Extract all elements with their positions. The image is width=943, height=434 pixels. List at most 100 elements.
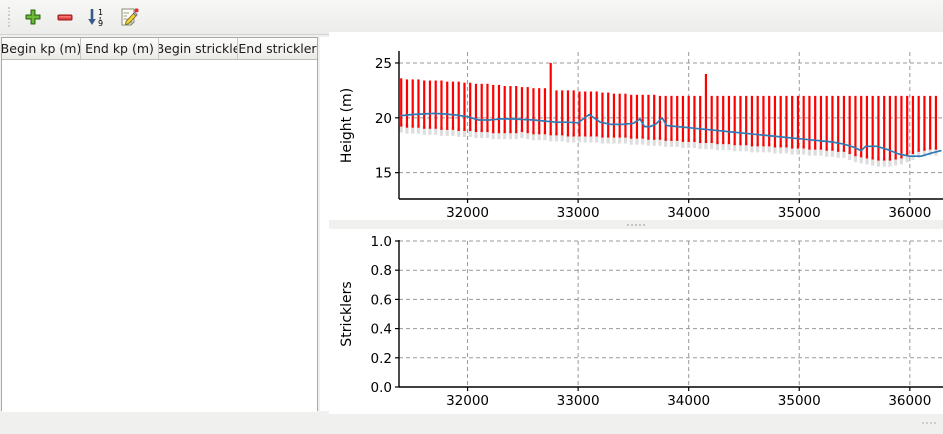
cross-section-bar	[641, 94, 644, 139]
cross-section-bar	[877, 95, 880, 161]
height-chart: 15 20 25 32000 33000 34000 35000 36000 Height (m…	[339, 51, 943, 220]
x-axis-tick-label: 32000	[446, 205, 489, 220]
cross-section-bar	[934, 95, 938, 150]
bar-shadow	[434, 125, 438, 135]
cross-section-bar	[802, 95, 805, 149]
bar-shadow	[623, 134, 628, 144]
column-header-end-kp[interactable]: End kp (m)	[81, 38, 159, 59]
cross-section-bar	[549, 62, 552, 136]
bar-shadow	[715, 141, 720, 151]
bar-shadow	[796, 145, 800, 155]
cross-section-bar	[716, 95, 719, 145]
table-body-empty[interactable]	[2, 60, 317, 412]
sort-descending-button[interactable]: 1 9	[81, 1, 113, 33]
cross-section-bar	[768, 95, 771, 147]
x-axis-tick-label: 34000	[667, 205, 710, 220]
stricklers-chart: 0.0 0.2 0.4 0.6 0.8 1.0 32000 33000 34000 35000 36…	[339, 234, 943, 409]
bar-shadow	[583, 133, 587, 143]
cross-section-bar	[687, 95, 690, 142]
bar-shadow	[894, 156, 898, 166]
bar-shadow	[411, 124, 415, 134]
bar-shadow	[669, 137, 674, 147]
bar-shadow	[882, 157, 886, 167]
charts-container: 15 20 25 32000 33000 34000 35000 36000 Height (m…	[329, 0, 943, 434]
cross-section-bar	[405, 79, 409, 128]
bar-shadow	[813, 146, 817, 156]
vertical-splitter[interactable]	[320, 37, 329, 411]
bar-shadow	[508, 130, 513, 140]
cross-section-bar	[532, 88, 535, 135]
x-axis-tick-label: 36000	[888, 205, 931, 220]
cross-section-bar	[474, 83, 478, 133]
bar-shadow	[687, 138, 691, 148]
parameters-table-panel[interactable]: Begin kp (m) End kp (m) Begin strickle E…	[1, 37, 318, 412]
cross-section-bar	[428, 80, 432, 129]
cross-section-bar	[808, 95, 811, 150]
bar-shadow	[629, 135, 633, 145]
bar-shadow	[422, 125, 426, 135]
cross-section-bar	[670, 95, 673, 141]
bar-shadow	[767, 143, 771, 153]
bar-shadow	[727, 141, 731, 151]
cross-section-bar	[411, 79, 414, 128]
x-axis-tick-label: 33000	[557, 205, 600, 220]
bar-shadow	[917, 148, 921, 158]
bar-shadow	[451, 126, 455, 136]
cross-section-bar	[814, 95, 817, 150]
bar-shadow	[658, 136, 662, 146]
toolbar-grip-handle[interactable]	[4, 6, 13, 28]
bar-shadow	[600, 134, 605, 144]
cross-section-bar	[860, 95, 863, 158]
bar-shadow	[572, 133, 576, 143]
cross-section-bar	[791, 95, 794, 149]
bar-shadow	[526, 130, 530, 140]
edit-note-button[interactable]	[113, 1, 145, 33]
cross-section-bar	[745, 95, 748, 146]
bar-shadow	[853, 153, 858, 163]
cross-section-bar	[566, 90, 570, 137]
bar-shadow	[681, 138, 685, 148]
cross-section-bar	[906, 95, 909, 157]
column-header-begin-strickler[interactable]: Begin strickle	[159, 38, 238, 59]
resize-grip-icon[interactable]	[921, 422, 937, 424]
x-axis-tick-label: 34000	[667, 393, 710, 409]
bar-shadow	[537, 131, 541, 141]
cross-section-bar	[888, 95, 892, 161]
cross-section-bar	[526, 87, 529, 134]
y-axis-tick-label: 0.2	[371, 351, 392, 367]
bar-shadow	[549, 132, 553, 142]
remove-button[interactable]	[49, 1, 81, 33]
bar-shadow	[595, 133, 599, 143]
bar-shadow	[733, 142, 737, 152]
bar-shadow	[560, 132, 564, 142]
bar-shadow	[773, 144, 777, 154]
bar-shadow	[405, 124, 409, 134]
cross-section-bar	[819, 95, 823, 150]
bar-shadow	[606, 134, 610, 144]
bar-shadow	[790, 145, 794, 155]
height-chart-panel[interactable]: 15 20 25 32000 33000 34000 35000 36000 Height (m…	[329, 32, 943, 220]
bed-level-line	[400, 112, 942, 158]
stricklers-chart-panel[interactable]: 0.0 0.2 0.4 0.6 0.8 1.0 32000 33000 34000 35000 36…	[329, 229, 943, 414]
cross-section-bar	[779, 95, 782, 148]
add-button[interactable]	[17, 1, 49, 33]
bar-shadow	[779, 144, 783, 154]
horizontal-splitter[interactable]	[329, 220, 943, 229]
cross-section-bar	[480, 83, 483, 133]
cross-section-bar	[664, 95, 667, 141]
cross-section-bar	[434, 80, 437, 129]
cross-section-bar	[538, 88, 541, 135]
bar-shadow	[802, 145, 806, 155]
bar-shadow	[531, 131, 536, 141]
cross-section-bar	[509, 86, 512, 134]
y-axis-label: Stricklers	[339, 281, 355, 346]
bar-shadow	[646, 136, 651, 146]
column-header-end-strickler[interactable]: End strickler	[238, 38, 317, 59]
y-axis-tick-label: 15	[375, 166, 392, 182]
cross-section-bar	[572, 90, 575, 137]
bar-shadow	[836, 148, 840, 158]
bar-shadow	[710, 140, 714, 150]
cross-section-bar	[825, 95, 828, 151]
cross-section-bar	[681, 95, 685, 142]
column-header-begin-kp[interactable]: Begin kp (m)	[2, 38, 81, 59]
